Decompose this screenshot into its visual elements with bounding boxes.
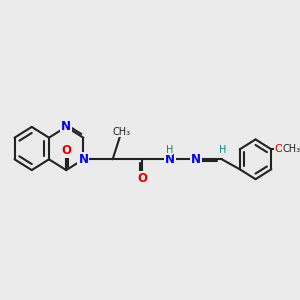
Text: H: H: [219, 145, 226, 155]
Text: CH₃: CH₃: [283, 144, 300, 154]
Text: N: N: [165, 153, 175, 166]
Text: N: N: [61, 120, 71, 134]
Text: N: N: [78, 153, 88, 166]
Text: O: O: [275, 144, 284, 154]
Text: O: O: [61, 144, 71, 157]
Text: CH₃: CH₃: [112, 127, 130, 137]
Text: N: N: [191, 153, 201, 166]
Text: O: O: [137, 172, 147, 185]
Text: H: H: [166, 145, 173, 155]
